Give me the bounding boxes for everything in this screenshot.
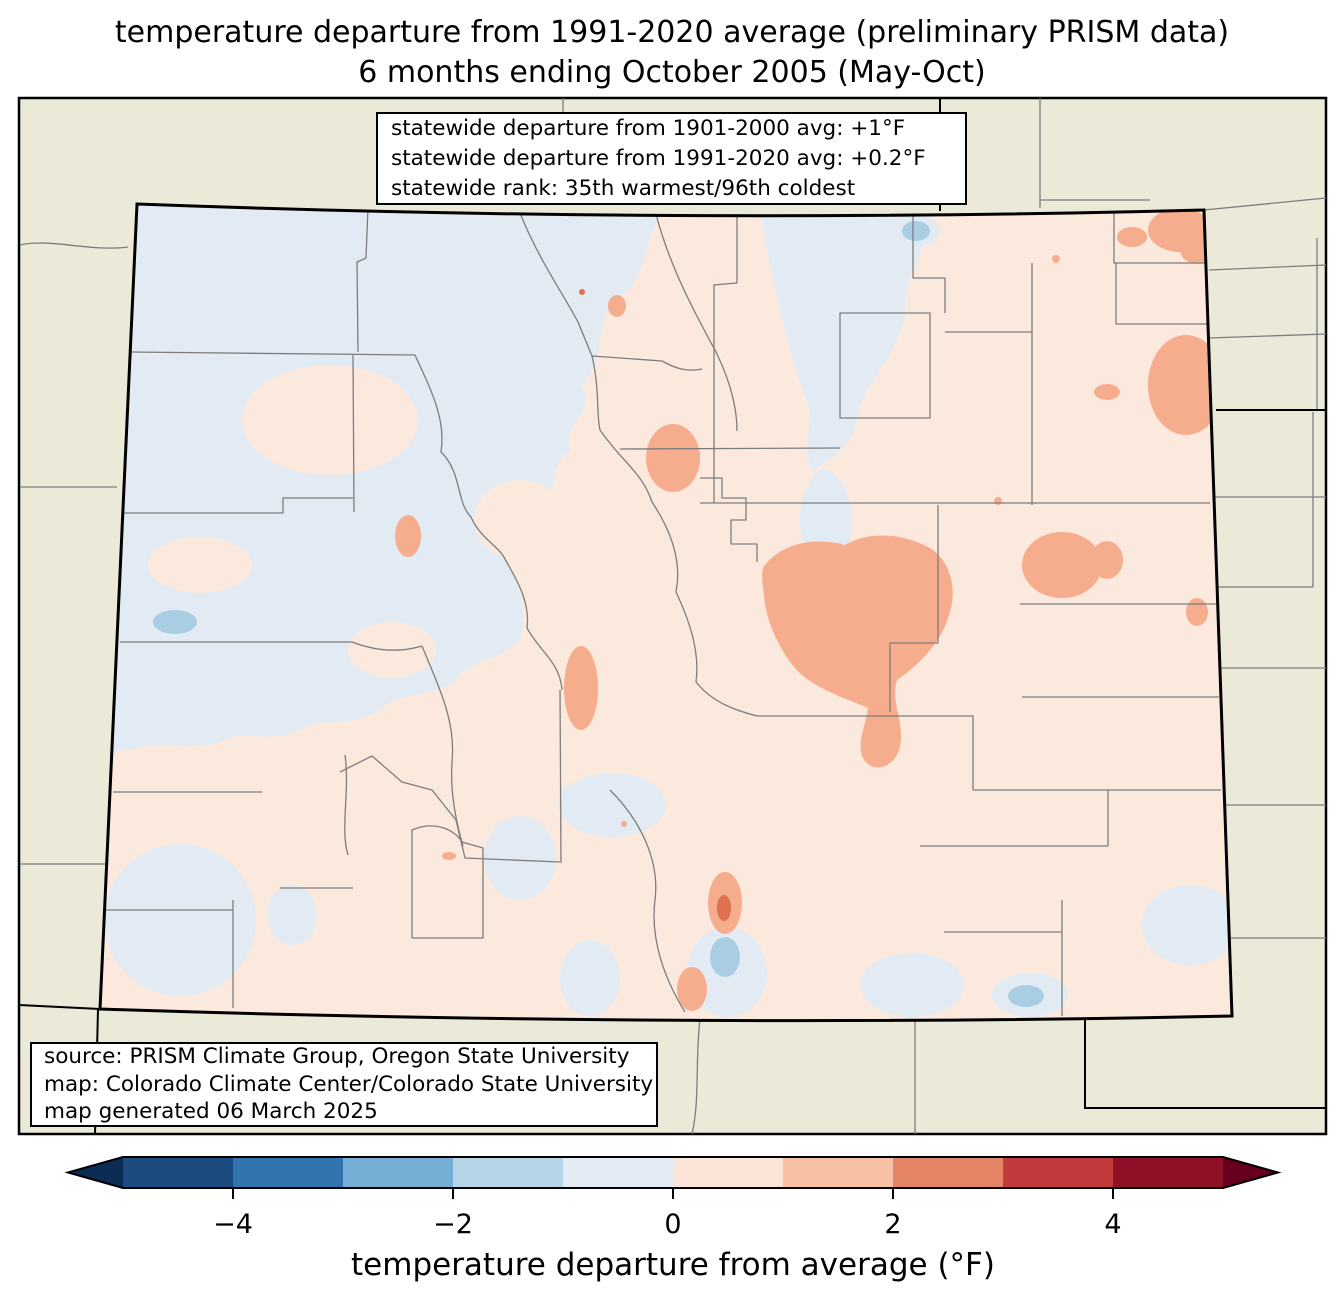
warmer-anomaly-cores (579, 289, 731, 921)
colorbar-tick-label: 4 (1104, 1209, 1121, 1240)
colorbar-segment (673, 1157, 783, 1188)
colorbar-segment (563, 1157, 673, 1188)
colorbar-segment (453, 1157, 563, 1188)
statewide-stats-box: statewide departure from 1901-2000 avg: … (376, 112, 967, 205)
colorbar-tick-label: 2 (884, 1209, 901, 1240)
stats-line-1: statewide departure from 1901-2000 avg: … (391, 115, 906, 141)
colorbar-segment (1113, 1157, 1223, 1188)
source-line-3: map generated 06 March 2025 (44, 1099, 378, 1125)
colorbar-segment (783, 1157, 893, 1188)
colorbar-under-arrow (68, 1157, 123, 1188)
figure-title-line1: temperature departure from 1991-2020 ave… (114, 15, 1230, 50)
colorbar-segment (233, 1157, 343, 1188)
colorbar-outline (64, 1156, 1282, 1189)
colorbar-tick-label: −2 (433, 1209, 473, 1240)
stats-line-3: statewide rank: 35th warmest/96th coldes… (391, 175, 856, 201)
colorbar-tick-label: 0 (664, 1209, 681, 1240)
colorbar-segment (893, 1157, 1003, 1188)
county-lines (103, 206, 1221, 1016)
colorbar-tick-label: −4 (213, 1209, 253, 1240)
source-line-1: source: PRISM Climate Group, Oregon Stat… (44, 1044, 630, 1070)
colorbar-segment (123, 1157, 233, 1188)
colorbar: −4 −2 0 2 4 (64, 1156, 1282, 1240)
source-attribution-box: source: PRISM Climate Group, Oregon Stat… (30, 1042, 658, 1127)
colorbar-segment (343, 1157, 453, 1188)
figure-title-line2: 6 months ending October 2005 (May-Oct) (358, 55, 986, 90)
colorado-state-border (98, 202, 1234, 1023)
stats-line-2: statewide departure from 1991-2020 avg: … (391, 145, 926, 171)
colorbar-over-arrow (1223, 1157, 1278, 1188)
cool-anomaly-regions (104, 204, 1232, 1017)
cooler-anomaly-blobs (153, 221, 1044, 1007)
colorbar-segment (1003, 1157, 1113, 1188)
colorbar-axis-label: temperature departure from average (°F) (351, 1247, 995, 1283)
warm-anomaly-blobs (395, 208, 1224, 1011)
source-line-2: map: Colorado Climate Center/Colorado St… (44, 1071, 654, 1097)
